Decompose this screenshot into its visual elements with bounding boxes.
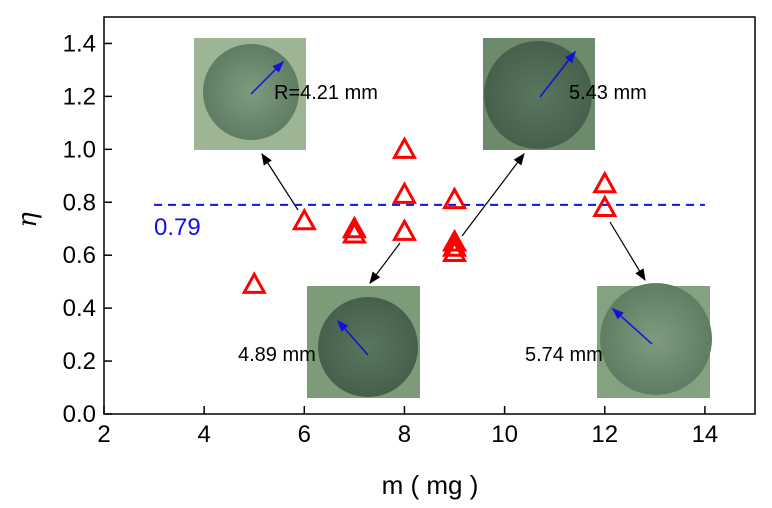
y-tick-label: 0.2 (63, 348, 96, 375)
y-tick-label: 1.2 (63, 83, 96, 110)
y-tick-label: 0.6 (63, 242, 96, 269)
y-tick-label: 0.8 (63, 189, 96, 216)
x-axis-ticks: 2 4 6 8 10 12 14 (97, 406, 718, 448)
data-point (441, 234, 468, 257)
y-tick-label: 1.4 (63, 30, 96, 57)
plot-frame (103, 16, 756, 415)
data-point (441, 239, 468, 263)
data-point (391, 218, 418, 241)
x-tick-label: 10 (491, 421, 518, 448)
x-tick-label: 12 (591, 421, 618, 448)
x-tick-label: 4 (197, 421, 210, 448)
data-points (241, 136, 618, 294)
arrow-r489 (369, 242, 401, 284)
inset-photo-r574 (597, 283, 712, 398)
inset-photo-r421 (194, 38, 306, 150)
annotation-label-r489: 4.89 mm (238, 344, 316, 366)
x-tick-label: 14 (692, 421, 719, 448)
annotation-label-r421: R=4.21 mm (274, 82, 378, 104)
x-axis-title: m ( mg ) (382, 470, 479, 500)
data-point (341, 220, 367, 244)
data-point (291, 207, 317, 231)
inset-photo-r543 (483, 38, 595, 150)
annotation-label-r574: 5.74 mm (525, 344, 603, 366)
annotation-label-r543: 5.43 mm (569, 82, 647, 104)
y-axis-title: η (13, 212, 43, 228)
y-tick-label: 0.4 (63, 295, 96, 322)
data-point (341, 215, 367, 239)
data-point (241, 271, 267, 294)
arrow-r421 (261, 152, 299, 211)
data-point (391, 136, 418, 159)
x-tick-label: 6 (298, 421, 311, 448)
arrow-r543 (461, 153, 525, 237)
y-tick-label: 1.0 (63, 136, 96, 163)
arrow-r574 (609, 221, 646, 282)
data-point (441, 228, 468, 252)
data-point (391, 181, 418, 204)
y-tick-label: 0.0 (63, 401, 96, 428)
x-tick-label: 2 (97, 421, 110, 448)
data-point (441, 186, 468, 210)
data-point (592, 170, 618, 194)
data-point (592, 194, 618, 218)
x-tick-label: 8 (398, 421, 411, 448)
inset-photo-r489 (307, 286, 420, 398)
reference-line-label: 0.79 (154, 214, 201, 241)
y-axis-ticks: 0.0 0.2 0.4 0.6 0.8 1.0 1.2 1.4 (63, 30, 112, 428)
